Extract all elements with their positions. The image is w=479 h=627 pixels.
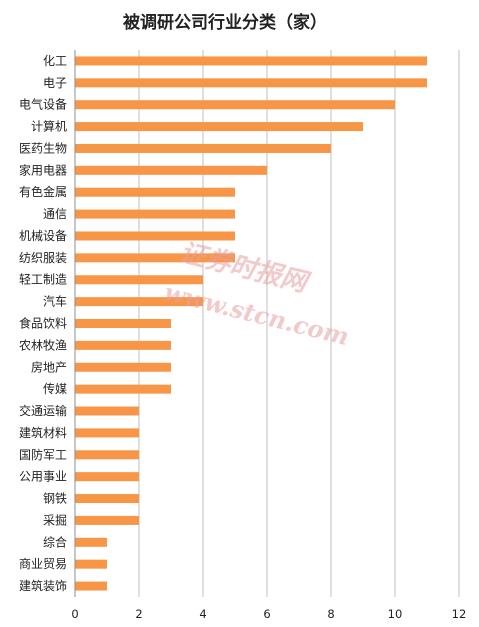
x-tick-labels: 0 2 4 6 8 10 12 — [71, 607, 466, 621]
bar — [75, 209, 235, 219]
category-label: 医药生物 — [19, 141, 67, 155]
bar — [75, 428, 139, 438]
category-label: 国防军工 — [19, 447, 67, 462]
category-label: 钢铁 — [43, 492, 67, 506]
category-label: 通信 — [43, 207, 67, 221]
bar — [75, 340, 171, 350]
category-label: 家用电器 — [19, 162, 67, 177]
bar — [75, 253, 235, 263]
x-tick-label: 6 — [263, 607, 270, 621]
bar — [75, 297, 203, 307]
bar — [75, 319, 171, 328]
bar — [75, 231, 235, 241]
bar — [75, 275, 203, 285]
category-label: 有色金属 — [19, 184, 67, 199]
category-label: 采掘 — [43, 512, 67, 527]
category-label: 建筑装饰 — [19, 578, 67, 593]
x-tick-label: 8 — [327, 607, 334, 621]
category-label: 交通运输 — [19, 403, 67, 418]
category-label: 商业贸易 — [19, 556, 67, 571]
watermark-url: www.stcn.com — [162, 277, 352, 351]
x-tick-label: 0 — [71, 607, 78, 621]
category-label: 计算机 — [31, 119, 67, 134]
bar — [75, 78, 427, 88]
bar — [75, 100, 395, 110]
bar — [75, 515, 139, 525]
category-label: 汽车 — [43, 294, 67, 309]
x-tick-label: 12 — [452, 607, 467, 621]
bar — [75, 537, 107, 547]
category-label: 建筑材料 — [19, 425, 67, 440]
category-label: 食品饮料 — [19, 316, 67, 331]
bar — [75, 581, 107, 591]
category-label: 电子 — [43, 76, 67, 90]
bars — [75, 56, 427, 591]
bar — [75, 362, 171, 372]
bar — [75, 122, 363, 132]
bar — [75, 494, 139, 504]
category-label: 机械设备 — [19, 228, 67, 243]
category-label: 传媒 — [43, 381, 67, 396]
bar — [75, 384, 171, 394]
bar — [75, 187, 235, 197]
category-labels: 化工电子电气设备计算机医药生物家用电器有色金属通信机械设备纺织服装轻工制造汽车食… — [19, 54, 67, 593]
bar — [75, 143, 331, 153]
category-label: 综合 — [43, 534, 67, 549]
category-label: 纺织服装 — [19, 251, 67, 265]
category-label: 化工 — [43, 54, 67, 68]
watermark: 证券时报网 www.stcn.com — [162, 238, 352, 351]
bar — [75, 56, 427, 66]
bar — [75, 472, 139, 482]
category-label: 公用事业 — [19, 470, 67, 484]
bar — [75, 450, 139, 460]
category-label: 电气设备 — [19, 97, 67, 112]
bar — [75, 559, 107, 569]
category-label: 农林牧渔 — [19, 338, 67, 352]
bar — [75, 406, 139, 416]
bar — [75, 165, 267, 175]
x-tick-label: 2 — [135, 607, 142, 621]
chart-title: 被调研公司行业分类（家） — [123, 12, 327, 33]
category-label: 房地产 — [31, 359, 67, 374]
category-label: 轻工制造 — [19, 273, 67, 287]
x-tick-label: 4 — [199, 607, 206, 621]
x-tick-label: 10 — [388, 607, 403, 621]
gridlines — [138, 50, 460, 597]
